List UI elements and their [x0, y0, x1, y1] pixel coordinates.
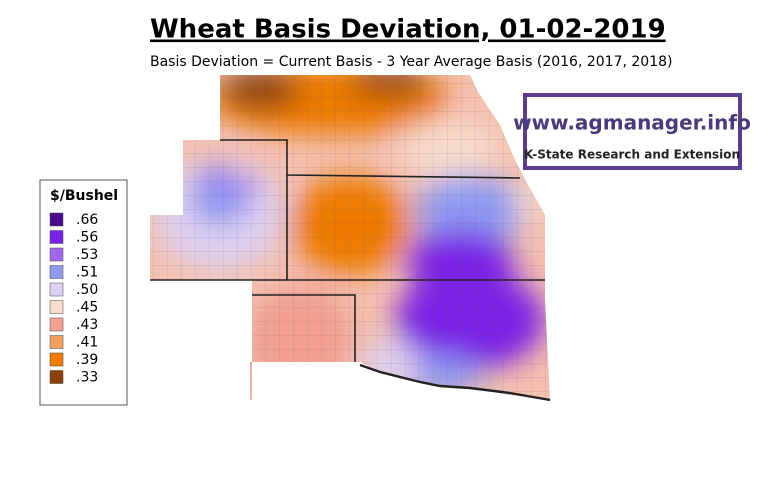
legend-swatch	[49, 230, 64, 244]
subtitle: Basis Deviation = Current Basis - 3 Year…	[150, 54, 672, 70]
legend-label: .39	[76, 352, 98, 368]
legend-swatch	[49, 352, 64, 367]
legend-title: $/Bushel	[50, 188, 118, 204]
legend-label: .51	[76, 265, 98, 281]
legend-swatch	[49, 282, 64, 297]
legend-swatch	[49, 335, 64, 349]
legend-label: .43	[76, 317, 98, 333]
legend-label: .45	[76, 300, 98, 316]
logo-url: www.agmanager.info	[513, 111, 751, 135]
map	[150, 75, 550, 400]
legend-label: .33	[76, 370, 98, 386]
legend-swatch	[49, 370, 64, 384]
legend-label: .53	[76, 247, 98, 263]
legend-label: .66	[76, 212, 98, 228]
legend-label: .56	[76, 230, 98, 246]
legend-label: .41	[76, 335, 98, 351]
legend-label: .50	[76, 282, 98, 298]
legend-swatch	[49, 212, 64, 227]
legend-swatch	[49, 300, 64, 314]
state-borders	[150, 139, 551, 402]
legend-swatch	[49, 317, 64, 332]
legend-swatch	[49, 247, 64, 262]
legend-swatch	[49, 265, 64, 279]
legend: $/Bushel .66 .56.53 .51.50 .45.43 .41.39 .33	[39, 179, 128, 406]
logo: www.agmanager.info K-State Research and …	[513, 93, 751, 170]
title: Wheat Basis Deviation, 01-02-2019	[150, 15, 666, 45]
logo-tagline: K-State Research and Extension	[524, 148, 740, 162]
